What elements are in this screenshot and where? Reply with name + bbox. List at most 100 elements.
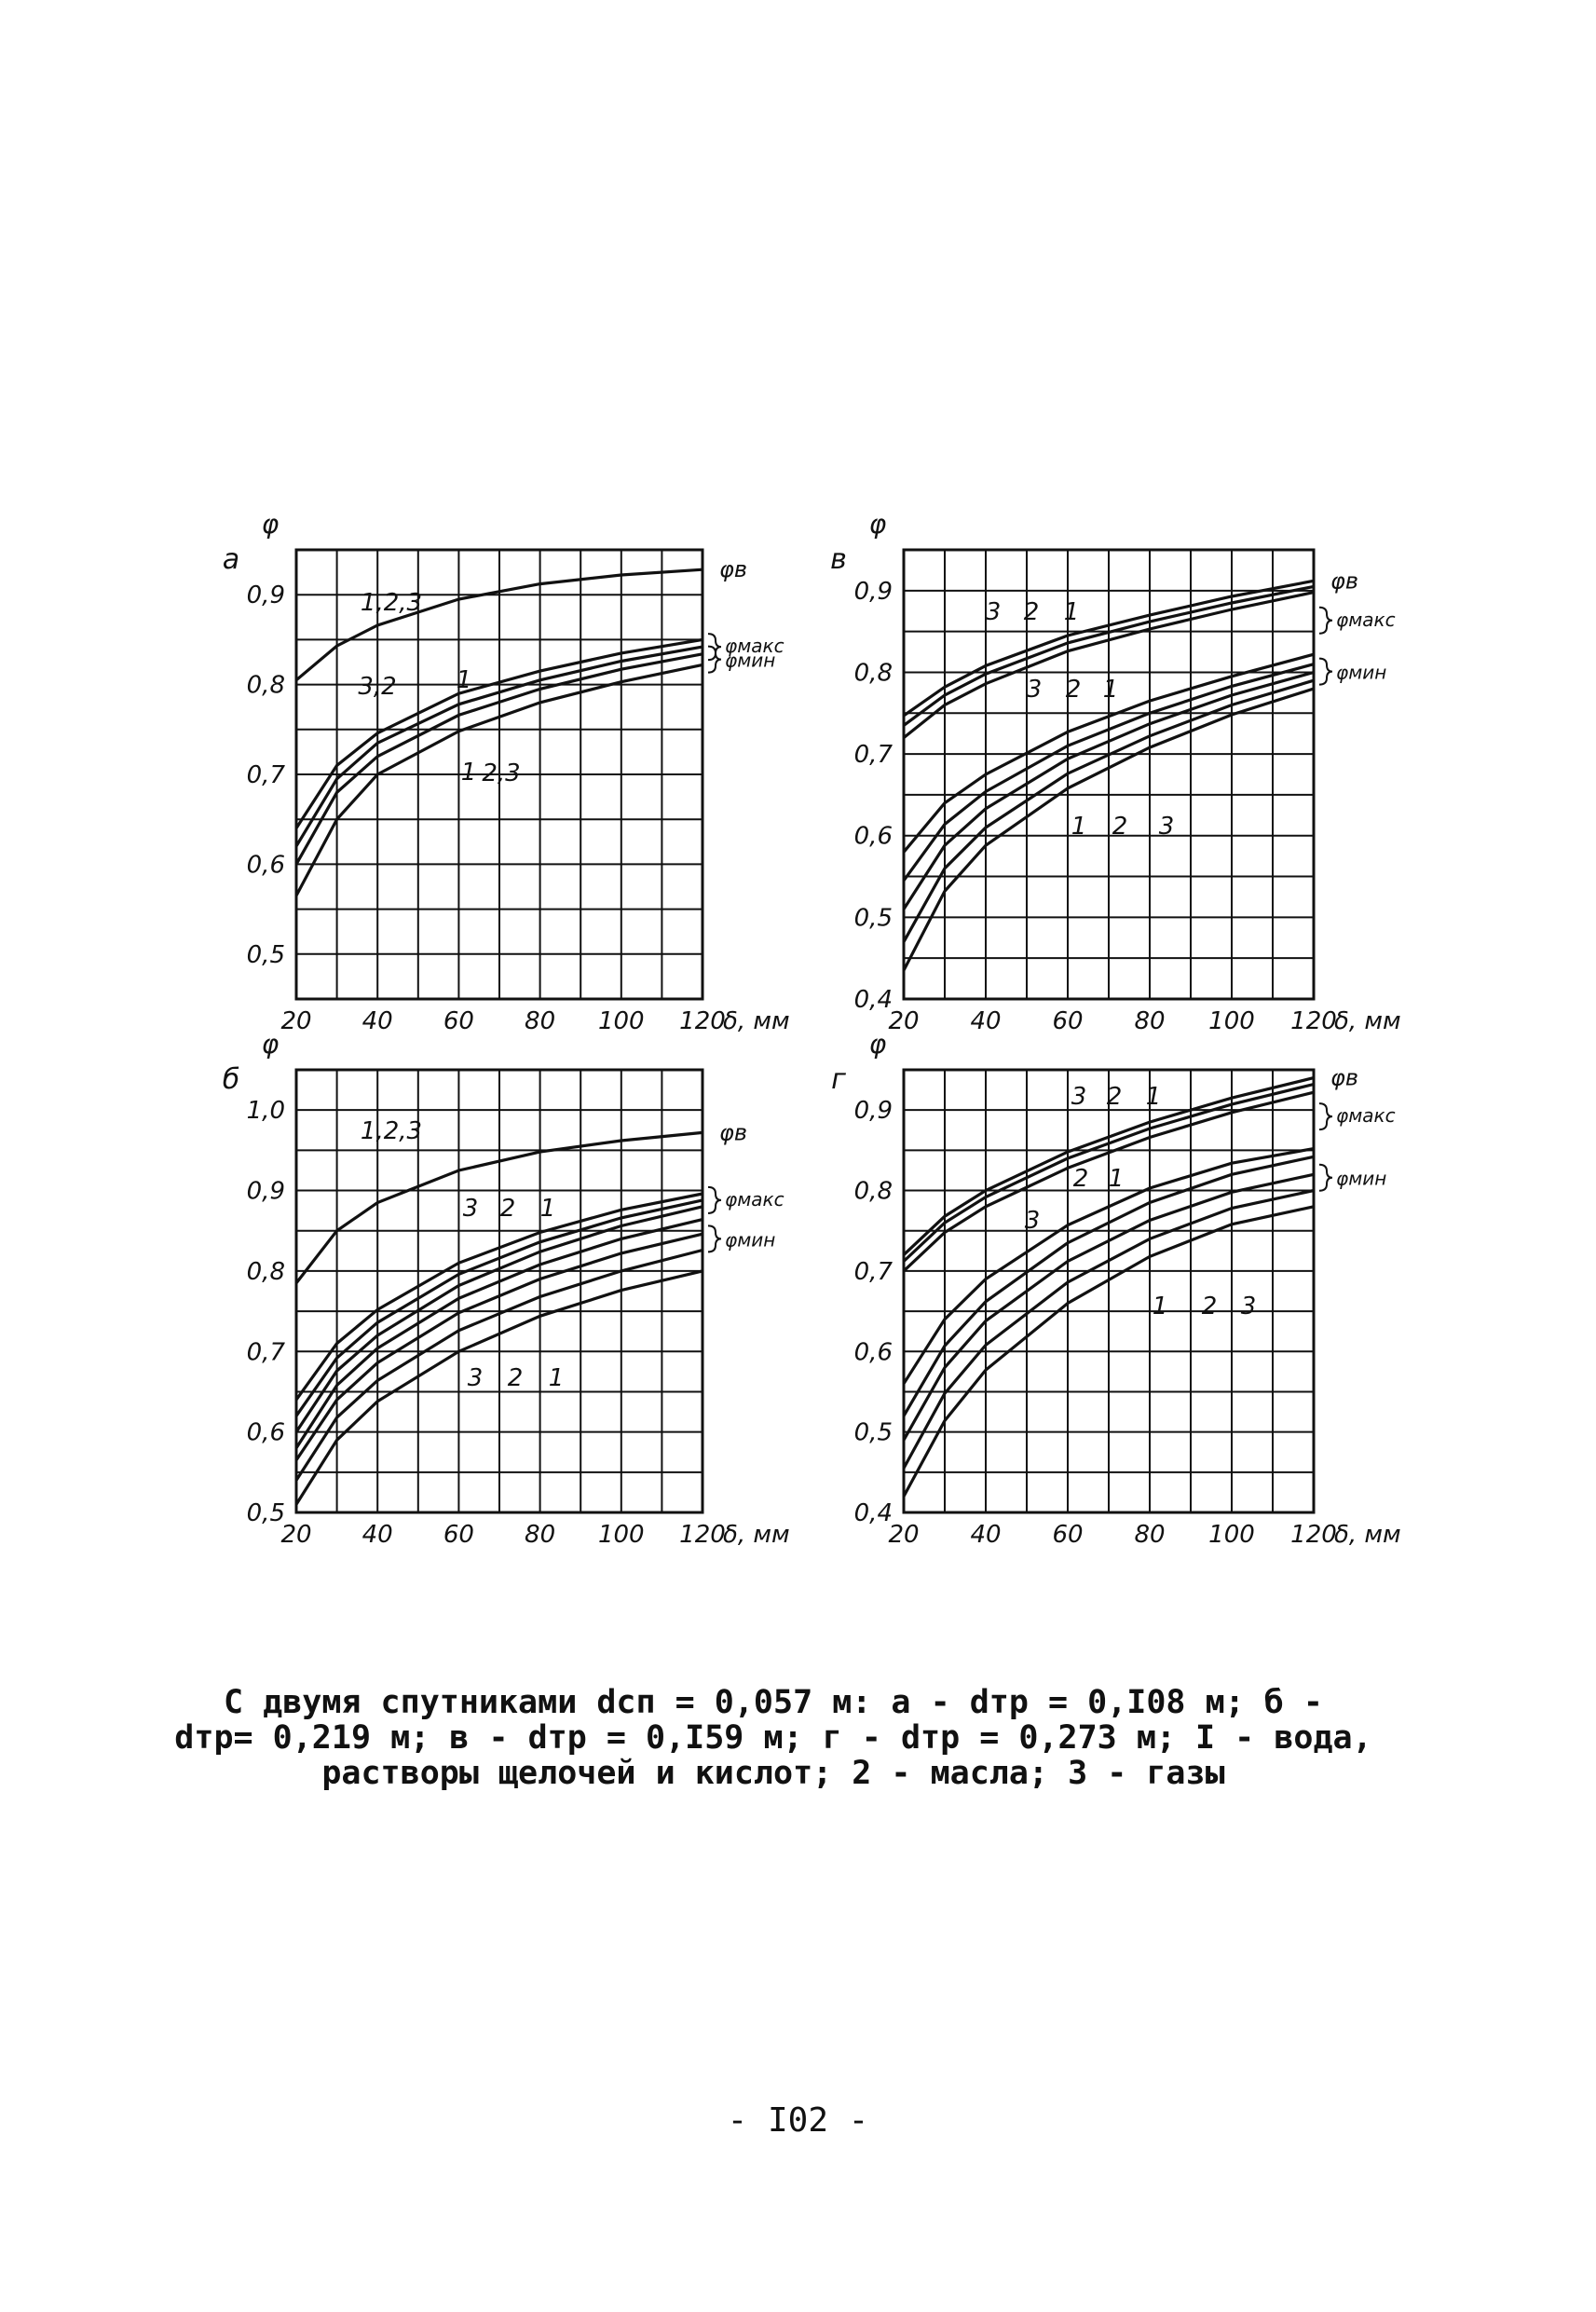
- brace-icon: [707, 633, 722, 662]
- x-tick-label: 40: [362, 1007, 393, 1035]
- x-tick-label: 120: [1290, 1521, 1337, 1549]
- series-line-3: [902, 1090, 1315, 1273]
- curve-label: 2,3: [482, 759, 520, 787]
- x-tick-label: 120: [1290, 1007, 1337, 1035]
- x-axis-label: δ, мм: [723, 1521, 790, 1549]
- curve-label: 3: [1025, 1207, 1041, 1235]
- x-tick-label: 20: [888, 1007, 919, 1035]
- y-tick-label: 0,5: [247, 1499, 285, 1527]
- series-line-7: [294, 1248, 703, 1482]
- curve-label: 2: [1073, 1165, 1089, 1193]
- curve-label: 2: [1202, 1293, 1218, 1320]
- curve-label: 1,2,3: [361, 589, 422, 617]
- x-tick-label: 80: [525, 1521, 555, 1549]
- figure-caption: С двумя спутниками dсп = 0,057 м: а - dт…: [168, 1685, 1379, 1791]
- series-line-3: [294, 1198, 703, 1417]
- curve-label: 3: [1159, 813, 1175, 841]
- x-tick-label: 20: [888, 1521, 919, 1549]
- y-tick-label: 0,6: [854, 1338, 893, 1366]
- brace-icon: [1318, 1102, 1333, 1131]
- x-tick-label: 100: [598, 1007, 645, 1035]
- group-label-phi-min: φмин: [725, 650, 775, 672]
- series-line-3: [294, 645, 703, 847]
- y-tick-label: 0,6: [247, 851, 285, 879]
- curve-label: 3,2: [358, 673, 396, 701]
- series-line-6: [294, 1232, 703, 1461]
- curve-label: 1: [1146, 1083, 1162, 1111]
- page-number: - I02 -: [727, 2101, 869, 2140]
- group-label-phi-v: φв: [719, 556, 747, 582]
- series-line-1: [294, 1130, 703, 1284]
- curve-label: 1: [1103, 676, 1119, 704]
- brace-icon: [1318, 606, 1333, 635]
- group-label-phi-max: φмакс: [725, 635, 784, 657]
- grid: [903, 549, 1315, 1000]
- brace-icon: [1318, 657, 1333, 686]
- curve-label: 1: [457, 666, 472, 694]
- curve-label: 2: [1112, 813, 1128, 841]
- curve-label: 2: [1024, 598, 1040, 626]
- curve-label: 3: [1241, 1293, 1257, 1320]
- x-tick-label: 40: [970, 1007, 1001, 1035]
- y-tick-label: 0,8: [247, 1258, 285, 1286]
- x-axis-label: δ, мм: [1334, 1521, 1401, 1549]
- y-axis-label: φ: [262, 509, 280, 540]
- y-tick-label: 0,9: [854, 578, 893, 606]
- x-tick-label: 80: [1134, 1521, 1165, 1549]
- brace-icon: [707, 1224, 722, 1253]
- y-tick-label: 0,5: [854, 1419, 893, 1447]
- x-tick-label: 60: [443, 1007, 474, 1035]
- x-tick-label: 60: [1052, 1007, 1083, 1035]
- group-label-phi-max: φмакс: [1336, 1104, 1396, 1127]
- curve-label: 2: [1066, 676, 1082, 704]
- series-line-7: [902, 678, 1315, 943]
- group-label-phi-v: φв: [1330, 1065, 1358, 1091]
- curve-label: 1: [461, 759, 477, 787]
- series-line-7: [902, 1188, 1315, 1470]
- curve-label: 3: [463, 1195, 479, 1223]
- x-tick-label: 100: [1208, 1007, 1255, 1035]
- y-tick-label: 0,7: [247, 1338, 286, 1366]
- x-axis-label: δ, мм: [1334, 1007, 1401, 1035]
- brace-icon: [707, 1185, 722, 1214]
- x-tick-label: 100: [1208, 1521, 1255, 1549]
- brace-icon: [1318, 1163, 1333, 1192]
- series-line-6: [902, 1172, 1315, 1442]
- y-tick-label: 0,9: [247, 1178, 285, 1206]
- x-tick-label: 40: [970, 1521, 1001, 1549]
- series-line-1: [902, 1076, 1315, 1256]
- y-axis-label: φ: [262, 1029, 280, 1060]
- x-tick-label: 80: [525, 1007, 555, 1035]
- plot-frame: [902, 548, 1316, 1001]
- caption-line-1: С двумя спутниками dсп = 0,057 м: а - dт…: [223, 1684, 1324, 1721]
- curve-label: 2: [500, 1195, 516, 1223]
- x-tick-label: 120: [679, 1521, 726, 1549]
- caption-line-2: dтр= 0,219 м; в - dтр = 0,I59 м; г - dтр…: [174, 1719, 1372, 1757]
- group-label-phi-v: φв: [1330, 568, 1358, 594]
- caption-line-3: растворы щелочей и кислот; 2 - масла; 3 …: [321, 1755, 1225, 1792]
- panel-label: г: [831, 1063, 846, 1096]
- y-tick-label: 0,9: [247, 581, 285, 609]
- x-axis-label: δ, мм: [723, 1007, 790, 1035]
- x-tick-label: 120: [679, 1007, 726, 1035]
- series-line-5: [902, 1155, 1315, 1417]
- series-line-6: [902, 670, 1315, 910]
- group-label-phi-max: φмакс: [1336, 609, 1396, 631]
- series-line-2: [294, 1192, 703, 1402]
- y-tick-label: 0,7: [854, 741, 893, 769]
- series-line-2: [902, 1082, 1315, 1263]
- x-tick-label: 60: [1052, 1521, 1083, 1549]
- series-line-4: [902, 1147, 1315, 1385]
- series-line-3: [903, 591, 1315, 739]
- series-line-8: [294, 1269, 703, 1506]
- curve-label: 3: [986, 598, 1002, 626]
- y-tick-label: 0,8: [247, 672, 285, 700]
- curve-label: 1: [1109, 1165, 1125, 1193]
- series-line-5: [294, 1218, 703, 1449]
- series-line-1: [294, 568, 703, 682]
- panel-label: в: [830, 543, 847, 576]
- curve-label: 1: [1071, 813, 1087, 841]
- group-label-phi-max: φмакс: [725, 1188, 784, 1211]
